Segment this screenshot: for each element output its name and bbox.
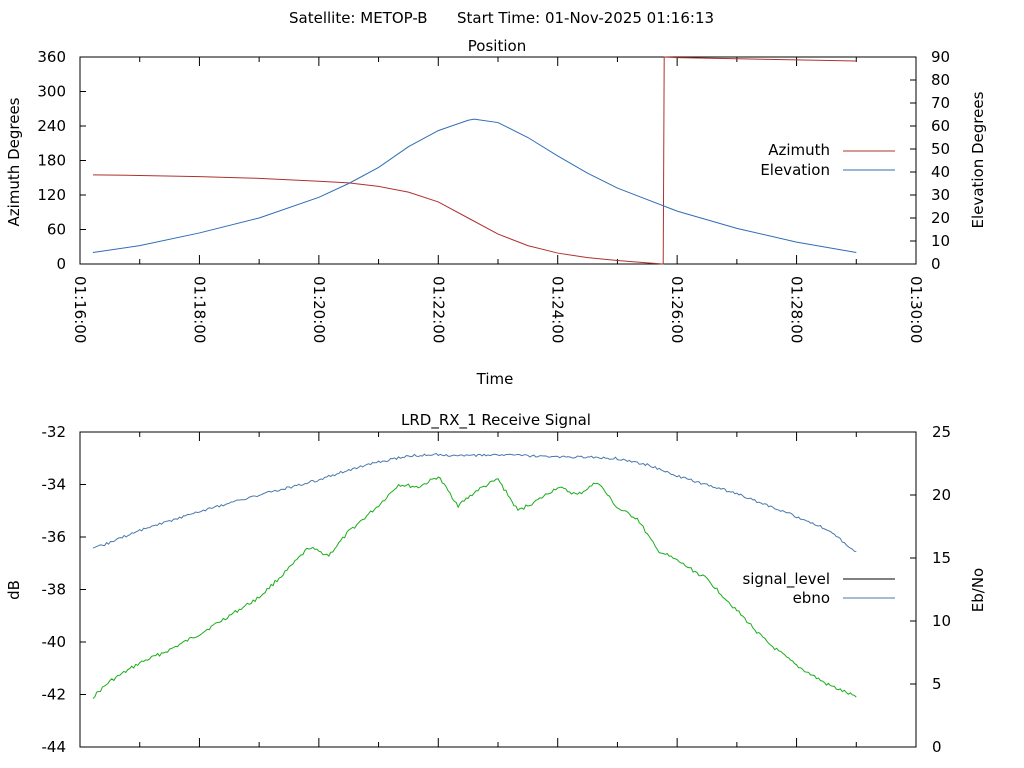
elevation-tick-label: 0 [931, 255, 941, 273]
ebno-tick-label: 10 [932, 612, 951, 630]
azimuth-tick-label: 60 [47, 221, 66, 239]
db-tick-label: -42 [42, 686, 67, 704]
ebno-series-line [92, 453, 857, 553]
time-tick-label: 01:26:00 [668, 276, 686, 343]
azimuth-tick-label: 120 [37, 186, 66, 204]
time-tick-label: 01:22:00 [429, 276, 447, 343]
azimuth-tick-label: 0 [56, 255, 66, 273]
db-tick-label: -36 [42, 528, 67, 546]
satellite-label: Satellite: METOP-B [289, 9, 428, 27]
db-axis-label: dB [5, 580, 23, 600]
azimuth-axis-label: Azimuth Degrees [5, 97, 23, 226]
elevation-tick-label: 90 [931, 48, 950, 66]
azimuth-tick-label: 360 [37, 48, 66, 66]
elevation-axis-label: Elevation Degrees [969, 91, 987, 228]
ebno-tick-label: 15 [932, 549, 951, 567]
ebno-tick-label: 20 [932, 486, 951, 504]
position-tick-group: 0 60 120 180 240 300 360 0 10 20 30 40 50 60 70 80 90 01:… [37, 48, 950, 343]
elevation-tick-label: 10 [931, 232, 950, 250]
ebno-axis-label: Eb/No [969, 568, 987, 612]
legend-ebno-label: ebno [793, 589, 830, 607]
ebno-tick-label: 25 [932, 423, 951, 441]
azimuth-series-line [92, 56, 857, 265]
elevation-tick-label: 50 [931, 140, 950, 158]
receive-signal-chart-title: LRD_RX_1 Receive Signal [401, 411, 591, 430]
db-tick-label: -44 [42, 738, 67, 756]
time-tick-label: 01:20:00 [310, 276, 328, 343]
db-tick-label: -38 [42, 581, 67, 599]
legend-signal-level-label: signal_level [742, 570, 830, 589]
azimuth-tick-label: 300 [37, 83, 66, 101]
db-tick-label: -32 [42, 423, 67, 441]
receive-tick-group: -32 -34 -36 -38 -40 -42 -44 0 5 10 15 20 25 [42, 423, 952, 756]
legend-azimuth-label: Azimuth [768, 141, 830, 159]
position-legend: Azimuth Elevation [760, 141, 895, 179]
position-chart-title: Position [468, 37, 526, 55]
time-tick-label: 01:16:00 [71, 276, 89, 343]
db-tick-label: -40 [42, 633, 67, 651]
position-chart: Position 0 60 120 180 240 300 360 0 10 20 30 40 50 60… [5, 37, 987, 388]
azimuth-tick-label: 240 [37, 117, 66, 135]
elevation-tick-label: 40 [931, 163, 950, 181]
green-trace-line [92, 476, 857, 699]
time-tick-label: 01:24:00 [549, 276, 567, 343]
ebno-tick-label: 5 [932, 675, 942, 693]
time-tick-label: 01:18:00 [190, 276, 208, 343]
receive-signal-chart: LRD_RX_1 Receive Signal -32-34-36-38-40-… [5, 411, 987, 756]
ebno-tick-label: 0 [932, 738, 942, 756]
elevation-series-line [92, 118, 857, 253]
elevation-tick-label: 80 [931, 71, 950, 89]
elevation-tick-label: 70 [931, 94, 950, 112]
time-tick-label: 01:30:00 [907, 276, 925, 343]
receive-legend: signal_level ebno [742, 570, 895, 607]
start-time-label: Start Time: 01-Nov-2025 01:16:13 [457, 9, 714, 27]
db-tick-label: -34 [42, 476, 67, 494]
time-axis-label: Time [476, 370, 514, 388]
legend-elevation-label: Elevation [760, 161, 830, 179]
elevation-tick-label: 20 [931, 209, 950, 227]
position-series-group [92, 56, 857, 265]
elevation-tick-label: 30 [931, 186, 950, 204]
receive-series-group [92, 453, 857, 699]
elevation-tick-label: 60 [931, 117, 950, 135]
azimuth-tick-label: 180 [37, 152, 66, 170]
time-tick-label: 01:28:00 [788, 276, 806, 343]
